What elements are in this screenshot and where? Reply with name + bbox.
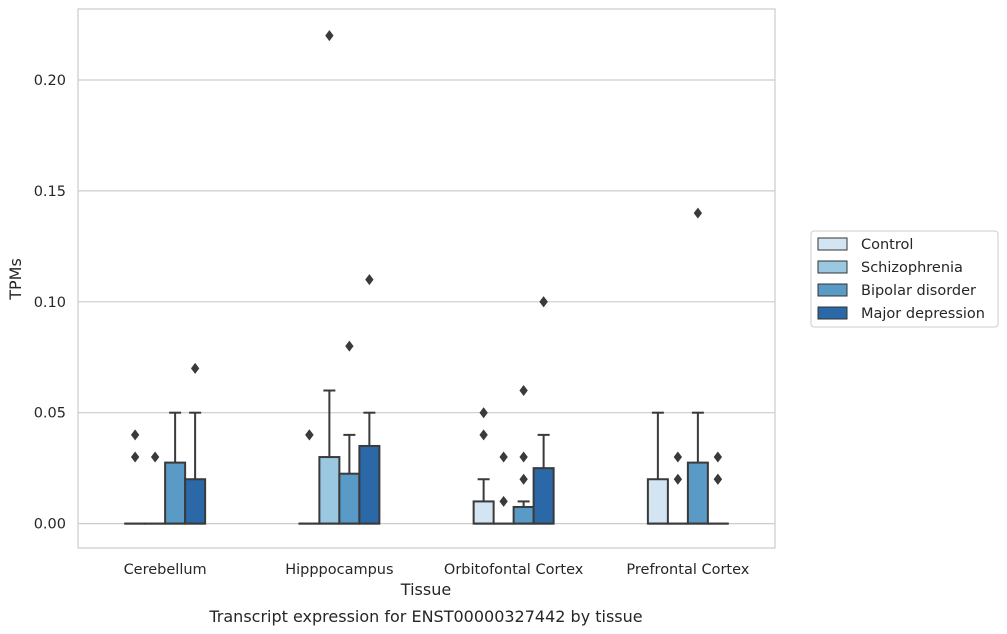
y-tick-label: 0.20 bbox=[34, 73, 66, 89]
legend-label: Major depression bbox=[861, 306, 985, 322]
box bbox=[532, 467, 555, 525]
outlier-point bbox=[519, 451, 528, 463]
outlier-point bbox=[479, 407, 488, 419]
outlier-point bbox=[479, 429, 488, 441]
box bbox=[358, 444, 381, 525]
legend-swatch bbox=[817, 260, 848, 274]
outlier-point bbox=[365, 274, 374, 286]
outlier-point bbox=[519, 473, 528, 485]
outlier-point bbox=[499, 451, 508, 463]
y-tick-label: 0.10 bbox=[34, 295, 66, 311]
legend-frame bbox=[810, 230, 999, 328]
y-axis-ticks: 0.00 0.05 0.10 0.15 0.20 bbox=[34, 73, 66, 533]
box bbox=[184, 478, 207, 525]
outliers bbox=[130, 30, 723, 507]
outlier-point bbox=[190, 362, 200, 374]
x-tick-label: Prefrontal Cortex bbox=[626, 562, 749, 578]
outlier-point bbox=[539, 296, 548, 308]
outlier-point bbox=[519, 385, 528, 397]
box bbox=[164, 461, 187, 525]
x-tick-label: Cerebellum bbox=[124, 562, 207, 578]
y-tick-label: 0.15 bbox=[34, 184, 66, 200]
outlier-point bbox=[150, 451, 160, 463]
legend: Control Schizophrenia Bipolar disorder Majo… bbox=[810, 230, 999, 328]
legend-swatch bbox=[817, 237, 848, 251]
box bbox=[686, 461, 709, 525]
x-tick-label: Hipppocampus bbox=[285, 562, 393, 578]
outlier-point bbox=[345, 340, 354, 352]
outlier-point bbox=[130, 429, 140, 441]
x-tick-label: Orbitofontal Cortex bbox=[444, 562, 584, 578]
boxes bbox=[124, 389, 729, 525]
outlier-point bbox=[713, 451, 723, 463]
x-axis-title: Tissue bbox=[400, 580, 451, 599]
legend-label: Schizophrenia bbox=[861, 260, 963, 276]
outlier-point bbox=[693, 207, 703, 219]
outlier-point bbox=[673, 451, 683, 463]
legend-label: Bipolar disorder bbox=[861, 283, 976, 299]
y-axis-title: TPMs bbox=[6, 258, 25, 301]
outlier-point bbox=[305, 429, 314, 441]
y-tick-label: 0.00 bbox=[34, 517, 66, 533]
box bbox=[318, 456, 341, 525]
chart-caption: Transcript expression for ENST0000032744… bbox=[208, 607, 642, 626]
box bbox=[338, 472, 361, 525]
outlier-point bbox=[713, 473, 723, 485]
legend-label: Control bbox=[861, 237, 913, 253]
outlier-point bbox=[325, 30, 334, 42]
outlier-point bbox=[130, 451, 140, 463]
box bbox=[646, 478, 669, 525]
outlier-point bbox=[499, 495, 508, 507]
plot-area-border bbox=[77, 8, 776, 549]
box bbox=[472, 500, 495, 525]
legend-swatch bbox=[817, 306, 848, 320]
y-tick-label: 0.05 bbox=[34, 406, 66, 422]
box bbox=[512, 505, 535, 525]
outlier-point bbox=[673, 473, 683, 485]
legend-swatch bbox=[817, 283, 848, 297]
x-axis-ticks: Cerebellum Hipppocampus Orbitofontal Corte… bbox=[124, 562, 750, 578]
